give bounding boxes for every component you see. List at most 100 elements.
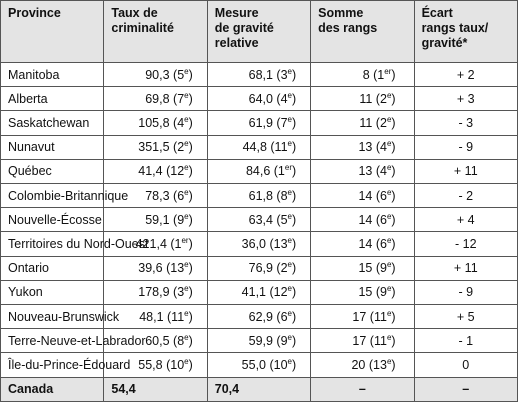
value-cell: 69,8 (7e): [103, 86, 208, 112]
province-cell: Nouveau-Brunswick: [0, 304, 119, 330]
total-label: Canada: [0, 376, 105, 403]
rank-suffix: e: [386, 357, 392, 367]
value-cell: - 9: [413, 134, 518, 160]
value-cell: 62,9 (6e): [206, 304, 312, 330]
value-cell: 63,4 (5e): [206, 207, 312, 233]
value-cell: 351,5 (2e): [103, 134, 208, 160]
data-row: Québec 41,4 (12e) 84,6 (1er) 13 (4e) + 11: [0, 158, 518, 185]
value-cell: 84,6 (1er): [206, 158, 312, 185]
rank-suffix: e: [386, 332, 392, 342]
province-cell: Territoires du Nord-Ouest: [0, 231, 148, 257]
data-row: Terre-Neuve-et-Labrador 60,5 (8e) 59,9 (9e…: [0, 328, 518, 354]
header-line: Province: [8, 6, 61, 20]
value-cell: 41,4 (12e): [103, 158, 208, 185]
value-cell: 76,9 (2e): [206, 255, 312, 281]
rank-suffix: e: [184, 187, 189, 197]
value-cell: 14 (6e): [310, 207, 415, 233]
rank-suffix: e: [287, 236, 292, 246]
value-cell: 61,9 (7e): [206, 110, 312, 136]
value-cell: 61,8 (8e): [206, 183, 312, 209]
value-cell: 39,6 (13e): [103, 255, 208, 281]
header-cell: Taux de criminalité: [103, 0, 208, 63]
rank-suffix: er: [181, 236, 189, 246]
province-cell: Île-du-Prince-Édouard: [0, 352, 130, 378]
total-cell: –: [310, 376, 415, 403]
value-cell: 13 (4e): [310, 134, 415, 160]
value-cell: 59,1 (9e): [103, 207, 208, 233]
value-cell: 55,8 (10e): [103, 352, 208, 378]
table-body: Manitoba 90,3 (5e) 68,1 (3e) 8 (1er) + 2 Albe…: [0, 61, 518, 403]
data-row: Alberta 69,8 (7e) 64,0 (4e) 11 (2e) + 3: [0, 86, 518, 112]
province-cell: Alberta: [0, 86, 105, 112]
header-line: gravité*: [421, 36, 468, 50]
value-cell: 64,0 (4e): [206, 86, 312, 112]
data-row: Saskatchewan 105,8 (4e) 61,9 (7e) 11 (2e) - …: [0, 110, 518, 136]
province-cell: Nunavut: [0, 134, 105, 160]
value-cell: 0: [413, 352, 518, 378]
province-cell: Manitoba: [0, 61, 105, 88]
rank-suffix: e: [287, 308, 292, 318]
value-cell: + 5: [413, 304, 518, 330]
province-cell: Ontario: [0, 255, 105, 281]
value-cell: + 3: [413, 86, 518, 112]
rank-suffix: e: [184, 284, 189, 294]
rank-suffix: e: [287, 284, 292, 294]
rank-suffix: e: [287, 90, 292, 100]
value-cell: 48,1 (11e): [103, 304, 208, 330]
value-cell: 421,4 (1er): [103, 231, 208, 257]
header-cell: Écart rangs taux/gravité*: [413, 0, 518, 63]
header-line: relative: [214, 36, 259, 50]
rank-suffix: e: [386, 163, 392, 173]
rank-suffix: e: [386, 236, 392, 246]
value-cell: 17 (11e): [310, 328, 415, 354]
rank-suffix: e: [184, 332, 189, 342]
data-row: Territoires du Nord-Ouest 421,4 (1er) 36,0…: [0, 231, 518, 257]
rank-suffix: er: [384, 66, 392, 76]
rank-suffix: e: [184, 357, 189, 367]
data-row: Nouvelle-Écosse 59,1 (9e) 63,4 (5e) 14 (6e)…: [0, 207, 518, 233]
value-cell: 41,1 (12e): [206, 279, 312, 306]
data-row: Nunavut 351,5 (2e) 44,8 (11e) 13 (4e) - 9: [0, 134, 518, 160]
value-cell: 178,9 (3e): [103, 279, 208, 306]
header-line: Écart: [421, 6, 453, 20]
header-line: Mesure: [214, 6, 259, 20]
value-cell: 20 (13e): [310, 352, 415, 378]
table-header: Province Taux de criminalité Mesure de gravi…: [0, 0, 518, 63]
rank-suffix: e: [386, 187, 392, 197]
value-cell: 14 (6e): [310, 183, 415, 209]
rank-suffix: e: [287, 260, 292, 270]
rank-suffix: e: [386, 211, 392, 221]
rank-suffix: e: [386, 115, 392, 124]
header-line: Taux de: [111, 6, 158, 20]
data-row: Nouveau-Brunswick 48,1 (11e) 62,9 (6e) 17 (…: [0, 304, 518, 330]
value-cell: 36,0 (13e): [206, 231, 312, 257]
rank-suffix: e: [184, 66, 189, 76]
value-cell: - 3: [413, 110, 518, 136]
rank-suffix: e: [287, 357, 292, 367]
value-cell: 14 (6e): [310, 231, 415, 257]
value-cell: - 2: [413, 183, 518, 209]
province-cell: Colombie-Britannique: [0, 183, 128, 209]
value-cell: + 4: [413, 207, 518, 233]
rank-suffix: er: [284, 163, 292, 173]
province-cell: Nouvelle-Écosse: [0, 207, 105, 233]
header-cell: Mesure de gravité relative: [206, 0, 312, 63]
header-cell: Somme des rangs: [310, 0, 415, 63]
rank-suffix: e: [386, 139, 392, 149]
rank-suffix: e: [184, 308, 189, 318]
header-line: des rangs: [318, 21, 378, 35]
value-cell: + 11: [413, 255, 518, 281]
rank-suffix: e: [386, 90, 392, 100]
value-cell: 11 (2e): [310, 110, 415, 136]
rank-suffix: e: [184, 260, 189, 270]
header-line: rangs taux/: [421, 21, 489, 35]
rank-suffix: e: [184, 163, 189, 173]
rank-suffix: e: [287, 139, 292, 149]
value-cell: 90,3 (5e): [103, 61, 208, 88]
value-cell: - 9: [413, 279, 518, 306]
data-row: Colombie-Britannique 78,3 (6e) 61,8 (8e) 14…: [0, 183, 518, 209]
rank-suffix: e: [386, 260, 392, 270]
rank-suffix: e: [287, 66, 292, 76]
